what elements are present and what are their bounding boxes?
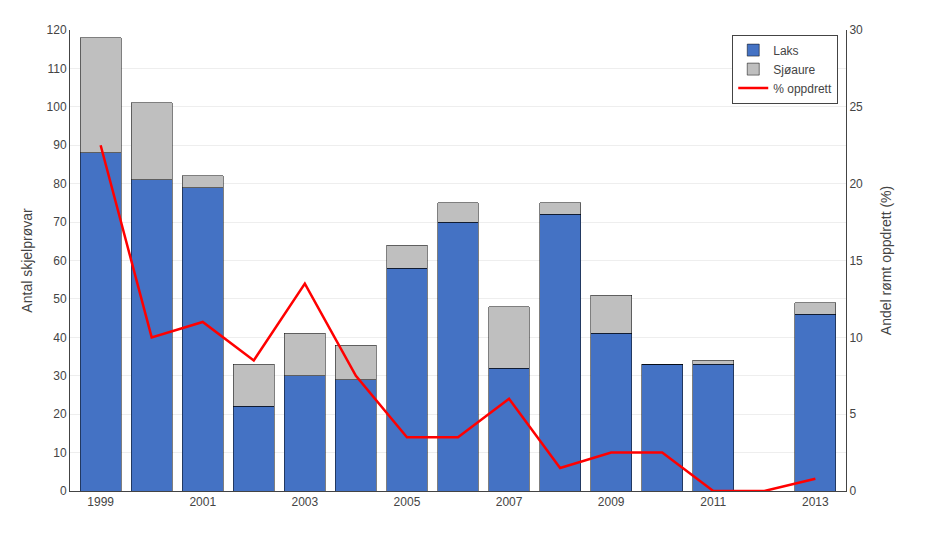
svg-text:30: 30 <box>849 23 863 37</box>
svg-text:2005: 2005 <box>394 495 421 509</box>
svg-text:% oppdrett: % oppdrett <box>773 82 832 96</box>
svg-text:120: 120 <box>47 23 67 37</box>
svg-text:Laks: Laks <box>773 44 798 58</box>
svg-text:Antal skjelprøvar: Antal skjelprøvar <box>19 208 35 313</box>
svg-text:0: 0 <box>60 484 67 498</box>
svg-text:10: 10 <box>53 446 67 460</box>
svg-text:2013: 2013 <box>802 495 829 509</box>
svg-text:1999: 1999 <box>87 495 114 509</box>
svg-text:25: 25 <box>849 100 863 114</box>
svg-text:2007: 2007 <box>496 495 523 509</box>
svg-text:80: 80 <box>53 177 67 191</box>
svg-text:0: 0 <box>849 484 856 498</box>
svg-text:2011: 2011 <box>700 495 726 509</box>
svg-text:5: 5 <box>849 407 856 421</box>
svg-text:15: 15 <box>849 254 863 268</box>
svg-text:10: 10 <box>849 331 863 345</box>
svg-text:100: 100 <box>47 100 67 114</box>
svg-text:70: 70 <box>53 215 67 229</box>
svg-text:60: 60 <box>53 254 67 268</box>
svg-text:2003: 2003 <box>291 495 318 509</box>
svg-text:40: 40 <box>53 331 67 345</box>
svg-text:Andel rømt oppdrett (%): Andel rømt oppdrett (%) <box>878 186 894 335</box>
svg-text:2009: 2009 <box>598 495 625 509</box>
svg-text:30: 30 <box>53 369 67 383</box>
svg-text:20: 20 <box>53 407 67 421</box>
svg-text:110: 110 <box>47 62 66 76</box>
svg-text:90: 90 <box>53 138 67 152</box>
svg-text:50: 50 <box>53 292 67 306</box>
svg-text:2001: 2001 <box>189 495 216 509</box>
svg-text:20: 20 <box>849 177 863 191</box>
svg-text:Sjøaure: Sjøaure <box>773 63 815 77</box>
